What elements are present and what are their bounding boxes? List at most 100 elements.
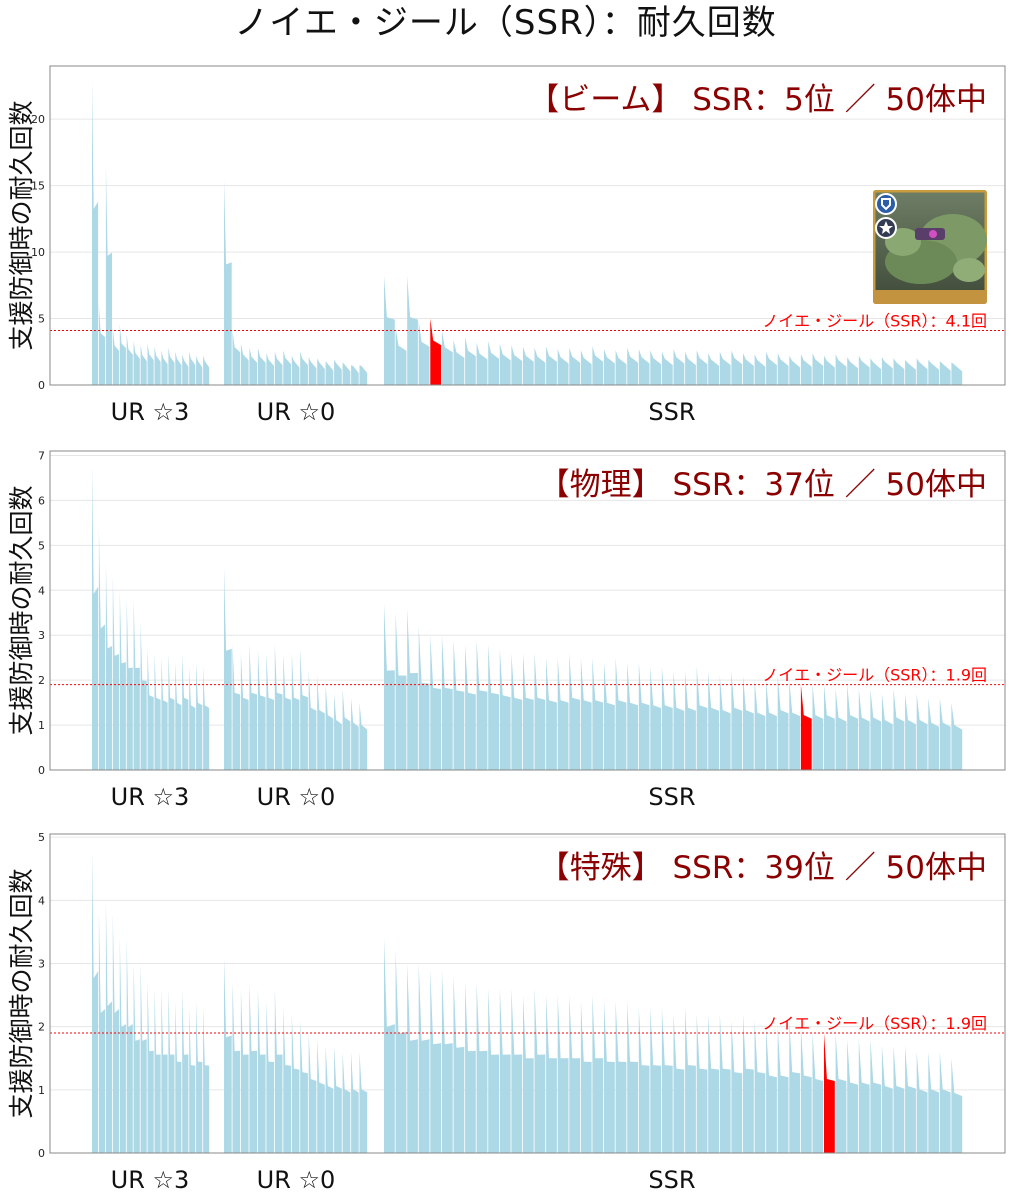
bar xyxy=(430,969,442,1153)
bar xyxy=(800,1026,812,1153)
group-label: UR ☆3 xyxy=(111,783,190,811)
bar xyxy=(604,349,615,385)
bar xyxy=(638,349,650,385)
bar xyxy=(499,988,511,1153)
bar xyxy=(835,689,847,770)
bar xyxy=(546,995,557,1153)
bar xyxy=(325,361,334,385)
bar xyxy=(168,347,175,385)
y-tick-label: 1 xyxy=(38,1084,45,1097)
bar xyxy=(766,1026,777,1153)
bar xyxy=(754,1020,766,1153)
bar xyxy=(384,276,395,385)
bar xyxy=(534,988,546,1153)
bar xyxy=(133,599,140,770)
bar xyxy=(407,608,418,770)
bar xyxy=(407,276,418,385)
bar xyxy=(384,938,395,1153)
bar xyxy=(905,693,916,770)
bar xyxy=(951,362,963,385)
bar xyxy=(112,327,119,385)
bar xyxy=(126,334,133,385)
chart-panel-physical: 0 1 2 3 4 5 6 7 支援防御時の耐久回数 UR ☆3 UR ☆0 SSR ノイエ・ジール（S… xyxy=(0,445,1011,817)
bar xyxy=(119,590,126,770)
special-chart: 0 1 2 3 4 5 支援防御時の耐久回数 UR ☆3 UR ☆0 SSR ノイエ・ジール（SSR… xyxy=(7,831,1006,1194)
y-tick-label: 5 xyxy=(38,539,45,552)
bar xyxy=(580,657,592,770)
bar xyxy=(789,1020,801,1153)
bar xyxy=(224,957,232,1153)
bar xyxy=(789,680,801,770)
bar xyxy=(334,1045,342,1153)
y-axis-label: 支援防御時の耐久回数 xyxy=(7,100,36,350)
bar xyxy=(232,330,241,385)
bar xyxy=(719,675,731,770)
plot-frame xyxy=(49,65,1006,386)
group-label: UR ☆3 xyxy=(111,398,190,426)
bar xyxy=(835,1033,847,1153)
bar xyxy=(650,666,662,770)
bar xyxy=(119,938,126,1153)
bar xyxy=(266,1001,274,1153)
bar xyxy=(308,671,317,770)
bar xyxy=(881,693,893,770)
y-tick-label: 7 xyxy=(38,449,45,462)
bar xyxy=(905,359,916,385)
bar xyxy=(92,79,99,386)
bar xyxy=(266,353,274,385)
mobile-suit-image xyxy=(873,190,987,304)
bar xyxy=(203,666,210,770)
bar xyxy=(351,698,359,770)
highlight-bar xyxy=(824,1033,835,1153)
highlight-bar xyxy=(430,318,442,385)
bar xyxy=(476,342,488,385)
bar xyxy=(488,988,499,1153)
bar xyxy=(627,662,638,770)
bar xyxy=(592,346,604,385)
bar xyxy=(98,305,106,385)
bar xyxy=(638,662,650,770)
y-tick-label: 0 xyxy=(38,764,45,777)
y-tick-label: 2 xyxy=(38,674,45,687)
bar xyxy=(418,626,430,770)
bar xyxy=(126,599,133,770)
bar xyxy=(870,689,882,770)
bar xyxy=(342,1051,351,1153)
bar-group xyxy=(384,603,963,770)
bar xyxy=(203,1007,210,1153)
group-label: SSR xyxy=(648,783,695,811)
bar xyxy=(511,653,523,770)
bar xyxy=(249,347,258,385)
bar xyxy=(696,1014,708,1153)
bar xyxy=(133,341,140,385)
bar xyxy=(441,330,453,385)
bar xyxy=(858,355,870,385)
bar xyxy=(523,995,534,1153)
bar xyxy=(743,353,754,385)
bar xyxy=(673,671,685,770)
bar xyxy=(325,1045,334,1153)
bar xyxy=(615,350,627,385)
bar xyxy=(291,1014,300,1153)
bar xyxy=(175,662,182,770)
bar xyxy=(274,351,283,385)
bar xyxy=(754,680,766,770)
bar xyxy=(580,1001,592,1153)
bar xyxy=(858,1039,870,1153)
bar xyxy=(196,355,203,385)
bar xyxy=(257,347,266,385)
bar xyxy=(685,1007,696,1153)
bar xyxy=(881,357,893,385)
group-label: SSR xyxy=(648,398,695,426)
bar xyxy=(359,365,368,385)
bar xyxy=(274,988,283,1153)
bar xyxy=(291,653,300,770)
bar xyxy=(546,346,557,385)
bar xyxy=(317,675,325,770)
bar xyxy=(580,350,592,385)
bar xyxy=(105,900,112,1153)
bar xyxy=(743,675,754,770)
bar xyxy=(359,1051,368,1153)
bar xyxy=(870,1039,882,1153)
bar xyxy=(627,1001,638,1153)
